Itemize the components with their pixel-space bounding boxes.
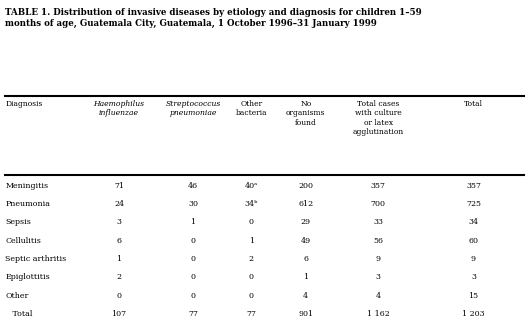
Text: 1: 1 xyxy=(116,255,122,263)
Text: 3: 3 xyxy=(116,218,122,226)
Text: Pneumonia: Pneumonia xyxy=(5,200,50,208)
Text: 46: 46 xyxy=(188,182,198,190)
Text: 60: 60 xyxy=(469,237,478,245)
Text: 200: 200 xyxy=(298,182,313,190)
Text: 9: 9 xyxy=(376,255,381,263)
Text: 0: 0 xyxy=(249,218,254,226)
Text: 0: 0 xyxy=(249,273,254,281)
Text: 71: 71 xyxy=(114,182,124,190)
Text: 1: 1 xyxy=(249,237,254,245)
Text: 3: 3 xyxy=(376,273,381,281)
Text: 357: 357 xyxy=(371,182,386,190)
Text: Haemophilus
influenzae: Haemophilus influenzae xyxy=(94,100,144,117)
Text: 1 162: 1 162 xyxy=(367,310,390,316)
Text: 700: 700 xyxy=(371,200,386,208)
Text: 725: 725 xyxy=(466,200,481,208)
Text: 357: 357 xyxy=(466,182,481,190)
Text: 0: 0 xyxy=(249,292,254,300)
Text: Meningitis: Meningitis xyxy=(5,182,49,190)
Text: Diagnosis: Diagnosis xyxy=(5,100,43,108)
Text: 901: 901 xyxy=(298,310,313,316)
Text: No
organisms
found: No organisms found xyxy=(286,100,325,127)
Text: Cellulitis: Cellulitis xyxy=(5,237,41,245)
Text: 2: 2 xyxy=(249,255,254,263)
Text: Other: Other xyxy=(5,292,29,300)
Text: Epiglottitis: Epiglottitis xyxy=(5,273,50,281)
Text: Other
bacteria: Other bacteria xyxy=(235,100,267,117)
Text: 3: 3 xyxy=(471,273,476,281)
Text: 1: 1 xyxy=(190,218,196,226)
Text: 0: 0 xyxy=(116,292,122,300)
Text: 0: 0 xyxy=(190,255,196,263)
Text: 33: 33 xyxy=(373,218,383,226)
Text: Sepsis: Sepsis xyxy=(5,218,31,226)
Text: 77: 77 xyxy=(247,310,256,316)
Text: Total cases
with culture
or latex
agglutination: Total cases with culture or latex agglut… xyxy=(353,100,404,136)
Text: 0: 0 xyxy=(190,292,196,300)
Text: 4: 4 xyxy=(376,292,381,300)
Text: 56: 56 xyxy=(373,237,383,245)
Text: 1 203: 1 203 xyxy=(462,310,485,316)
Text: 49: 49 xyxy=(300,237,311,245)
Text: 1: 1 xyxy=(303,273,308,281)
Text: 9: 9 xyxy=(471,255,476,263)
Text: 77: 77 xyxy=(188,310,198,316)
Text: Total: Total xyxy=(464,100,483,108)
Text: 34ᵇ: 34ᵇ xyxy=(244,200,258,208)
Text: Septic arthritis: Septic arthritis xyxy=(5,255,67,263)
Text: 107: 107 xyxy=(112,310,126,316)
Text: 2: 2 xyxy=(116,273,122,281)
Text: 6: 6 xyxy=(303,255,308,263)
Text: 15: 15 xyxy=(468,292,479,300)
Text: TABLE 1. Distribution of invasive diseases by etiology and diagnosis for childre: TABLE 1. Distribution of invasive diseas… xyxy=(5,8,422,28)
Text: 0: 0 xyxy=(190,237,196,245)
Text: Streptococcus
pneumoniae: Streptococcus pneumoniae xyxy=(166,100,221,117)
Text: 30: 30 xyxy=(188,200,198,208)
Text: 34: 34 xyxy=(468,218,479,226)
Text: 4: 4 xyxy=(303,292,308,300)
Text: 0: 0 xyxy=(190,273,196,281)
Text: 6: 6 xyxy=(116,237,122,245)
Text: Total: Total xyxy=(5,310,33,316)
Text: 29: 29 xyxy=(301,218,311,226)
Text: 40ᵃ: 40ᵃ xyxy=(245,182,258,190)
Text: 24: 24 xyxy=(114,200,124,208)
Text: 612: 612 xyxy=(298,200,313,208)
